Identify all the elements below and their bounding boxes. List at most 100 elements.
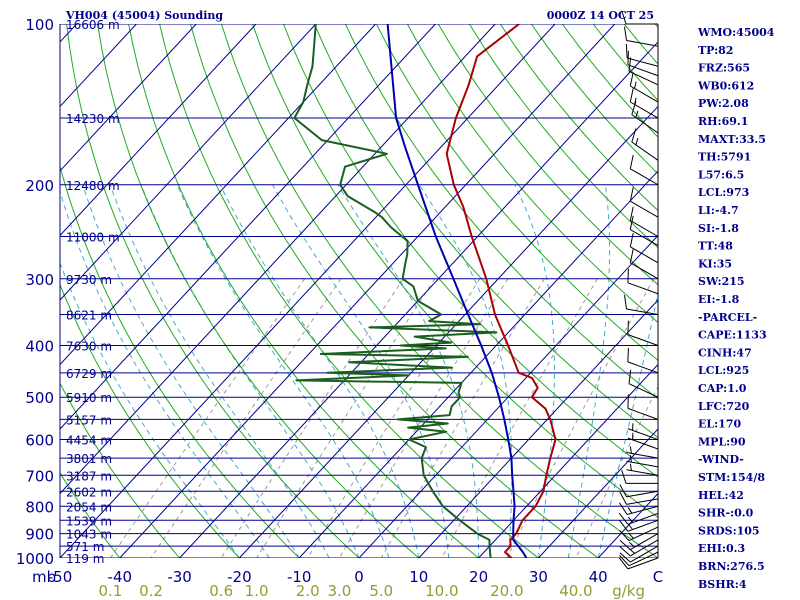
mixing-ratio-tick: 3.0 — [327, 582, 351, 600]
wind-barb-feather — [627, 523, 633, 530]
wind-barb-staff — [626, 460, 659, 468]
wind-barb-staff — [627, 512, 659, 525]
wind-barb-feather — [618, 512, 629, 525]
pressure-tick-900: 900 — [25, 526, 54, 544]
dewpoint-profile-line — [293, 24, 498, 558]
wind-barb-staff — [630, 539, 659, 557]
parcel-profile-line — [386, 24, 528, 558]
wind-barb-staff — [631, 114, 659, 134]
index-entry: CAPE:1133 — [698, 329, 767, 342]
temperature-tick: C — [653, 568, 663, 586]
isotherms — [60, 24, 658, 558]
wind-barb — [627, 432, 659, 450]
wind-barb — [629, 248, 659, 280]
wind-barb-staff — [626, 498, 659, 505]
mixing-ratio-tick: 0.6 — [209, 582, 233, 600]
mixing-ratio-tick-labels: 0.1 0.2 0.6 1.0 2.0 3.0 5.0 10.0 20.0 40.0 — [98, 582, 592, 600]
wind-barb-feather — [619, 529, 630, 541]
mixing-ratio-tick: 10.0 — [425, 582, 458, 600]
wind-barb-feather — [629, 215, 634, 230]
wind-barb-staff — [630, 545, 659, 563]
temperature-tick: 20 — [469, 568, 488, 586]
index-entry: EHI:0.3 — [698, 542, 745, 555]
temperature-tick: -10 — [287, 568, 312, 586]
index-entry: LCL:973 — [698, 186, 749, 199]
sounding-datetime: 0000Z 14 OCT 25 — [547, 9, 654, 22]
wind-barb-feather — [629, 248, 634, 263]
height-label: 8621 m — [66, 309, 112, 323]
index-entry: LCL:925 — [698, 364, 749, 377]
wind-barb-staff — [630, 101, 659, 119]
isotherm-line — [60, 24, 257, 237]
wind-barb-staff — [627, 282, 659, 295]
station-title: VH004 (45004) Sounding — [65, 9, 223, 22]
index-entry: WMO:45004 — [697, 26, 775, 39]
temperature-tick: -40 — [108, 568, 133, 586]
wind-barb-feather — [635, 137, 639, 145]
wind-barb — [628, 57, 659, 86]
index-entry: L57:6.5 — [698, 168, 744, 181]
wind-barb — [618, 512, 659, 525]
index-entry: HEL:42 — [698, 489, 744, 502]
sounding-series — [293, 24, 557, 558]
index-entry: EL:170 — [698, 418, 741, 431]
wind-barb-staff — [630, 200, 659, 218]
pressure-tick-200: 200 — [25, 177, 54, 195]
wind-barbs — [618, 10, 659, 570]
index-entry: SI:-1.8 — [698, 222, 739, 235]
index-entry: SW:215 — [698, 275, 745, 288]
wind-barb — [619, 526, 659, 542]
wind-barb-staff — [627, 557, 659, 570]
index-entry: RH:69.1 — [698, 115, 748, 128]
isotherm-line — [298, 170, 658, 558]
temperature-tick: -30 — [167, 568, 192, 586]
mixing-ratio-tick: 20.0 — [490, 582, 523, 600]
isotherm-line — [538, 428, 658, 558]
wind-barb-feather — [619, 546, 631, 557]
wind-barb-feather — [618, 557, 629, 570]
index-entry: TP:82 — [698, 44, 733, 57]
wind-barb — [626, 446, 659, 459]
wind-barb — [619, 491, 659, 505]
index-entry: CINH:47 — [698, 346, 752, 359]
pressure-tick-700: 700 — [25, 467, 54, 485]
wind-barb-staff — [626, 452, 659, 459]
wind-barb-feather — [628, 57, 632, 72]
height-label: 14230 m — [66, 112, 120, 126]
wind-barb-feather — [619, 555, 630, 567]
wind-barb-feather — [627, 516, 633, 523]
wind-barb-staff — [627, 64, 659, 77]
wind-barb-staff — [626, 40, 659, 47]
wind-barb — [628, 369, 659, 398]
mixing-ratio-tick: 1.0 — [245, 582, 269, 600]
wind-barb-staff — [626, 490, 659, 498]
wind-barb-feather — [621, 469, 627, 484]
height-labels: 16606 m 14230 m 12480 m 11000 m 9730 m 8621 m… — [66, 18, 120, 566]
height-label: 5157 m — [66, 413, 112, 427]
pressure-tick-500: 500 — [25, 389, 54, 407]
wind-barb — [631, 128, 659, 161]
height-label: 2602 m — [66, 485, 112, 499]
height-label: 12480 m — [66, 179, 120, 193]
wind-barb-staff — [627, 428, 659, 441]
wind-barb — [629, 187, 659, 218]
temperature-tick: -50 — [48, 568, 73, 586]
wind-barb-feather — [628, 369, 632, 384]
wind-barb-feather — [635, 110, 639, 118]
wind-barb — [626, 463, 659, 476]
temperature-tick: 30 — [529, 568, 548, 586]
wind-barb-staff — [627, 437, 659, 450]
isotherm-line — [179, 41, 658, 558]
isotherm-line — [60, 24, 556, 558]
wind-barb-feather — [619, 552, 631, 563]
wind-barb-feather — [629, 72, 634, 87]
wind-barb-feather — [618, 519, 629, 532]
wind-barb — [627, 423, 659, 441]
index-entry: KI:35 — [698, 257, 732, 270]
height-label: 1539 m — [66, 514, 112, 528]
wind-barb — [624, 26, 659, 47]
height-label: 4454 m — [66, 434, 112, 448]
wind-barb-feather — [631, 128, 637, 143]
wind-barb-feather — [629, 542, 635, 548]
index-entry: SRDS:105 — [698, 524, 760, 537]
